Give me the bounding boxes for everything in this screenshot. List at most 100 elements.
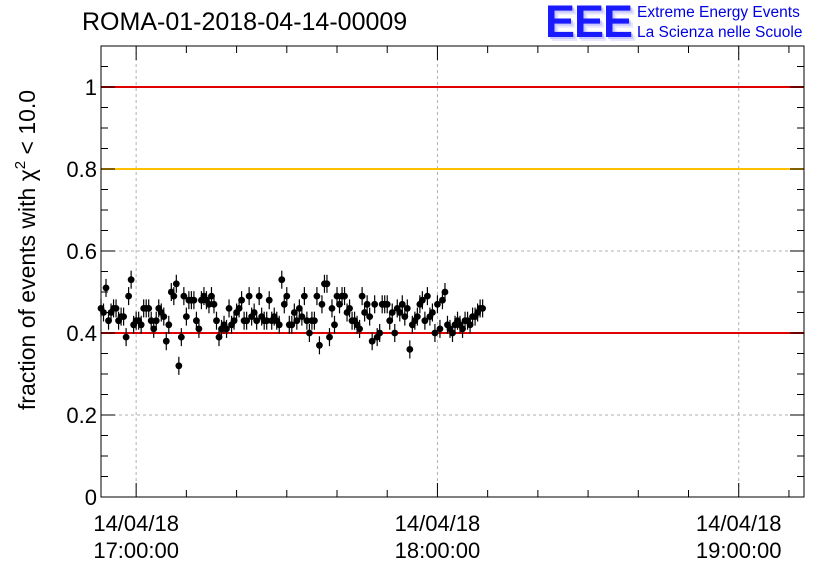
data-point	[341, 292, 348, 300]
data-point	[170, 292, 178, 300]
data-point	[361, 309, 369, 316]
data-point	[195, 325, 203, 333]
data-point	[398, 300, 406, 308]
eee-logo: EEE Extreme Energy Events La Scienza nel…	[545, 0, 830, 47]
data-point	[290, 309, 298, 316]
data-point	[328, 305, 336, 312]
y-tick-label: 1	[85, 75, 97, 100]
data-point	[418, 296, 426, 304]
data-point	[439, 296, 446, 304]
data-point	[193, 317, 200, 325]
data-point	[295, 305, 303, 312]
data-point	[112, 305, 120, 312]
data-point	[235, 305, 243, 312]
data-point	[386, 317, 394, 325]
x-tick-label-date: 14/04/18	[93, 511, 179, 536]
x-tick-label-time: 17:00:00	[93, 538, 179, 563]
data-point	[288, 321, 296, 329]
data-point	[213, 317, 220, 325]
x-tick-label-date: 14/04/18	[696, 511, 782, 536]
logo-letters: EEE	[545, 0, 633, 47]
data-point	[331, 321, 338, 329]
data-point	[316, 341, 323, 349]
data-point	[421, 317, 429, 325]
data-point	[152, 317, 160, 325]
data-point	[255, 292, 263, 300]
data-point	[333, 292, 341, 300]
data-point	[160, 313, 168, 320]
data-point	[230, 317, 238, 325]
data-point	[280, 300, 288, 308]
data-point	[293, 317, 301, 325]
data-point	[366, 313, 374, 320]
y-tick-label: 0.2	[66, 403, 97, 428]
data-point	[150, 325, 158, 333]
data-point	[429, 309, 436, 316]
data-point	[127, 276, 135, 284]
data-point	[165, 321, 173, 329]
data-point	[120, 313, 127, 320]
data-point	[401, 313, 409, 320]
data-point	[125, 292, 133, 300]
logo-text-line2: La Scienza nelle Scuole	[637, 24, 803, 41]
y-axis-title-tail: < 10.0	[14, 90, 40, 161]
data-point	[479, 305, 487, 312]
x-tick-label-date: 14/04/18	[395, 511, 481, 536]
y-tick-label: 0.4	[66, 321, 97, 346]
data-point	[466, 321, 474, 329]
data-point	[145, 305, 153, 312]
data-point	[122, 333, 130, 341]
data-point	[313, 292, 321, 300]
data-point	[449, 329, 456, 337]
plot-frame	[100, 45, 805, 498]
data-point	[223, 325, 230, 333]
data-point	[105, 317, 112, 325]
data-point	[368, 337, 376, 345]
data-point	[326, 333, 333, 341]
data-point	[147, 317, 155, 325]
data-point	[388, 309, 396, 316]
data-point	[358, 292, 366, 300]
y-tick-label: 0.6	[66, 239, 97, 264]
data-point	[190, 296, 198, 304]
data-point	[403, 305, 411, 312]
data-point	[318, 300, 326, 308]
data-point	[263, 317, 271, 325]
data-point	[434, 300, 441, 308]
data-point	[275, 321, 283, 329]
data-point	[208, 292, 215, 300]
data-point	[298, 313, 306, 320]
data-point	[346, 305, 353, 312]
y-axis-title-superscript: 2	[12, 161, 29, 169]
data-point	[436, 325, 444, 333]
data-point	[265, 296, 273, 304]
data-point	[391, 329, 399, 337]
data-point	[431, 329, 439, 337]
data-point	[137, 321, 145, 329]
data-point	[238, 296, 246, 304]
y-axis-title: fraction of events with χ2 < 10.0	[12, 90, 40, 410]
data-point	[253, 317, 261, 325]
data-point	[172, 280, 180, 288]
data-point	[175, 362, 183, 370]
y-axis-title-main: fraction of events with χ	[14, 169, 40, 410]
data-point	[406, 346, 414, 353]
data-point	[250, 309, 258, 316]
data-point	[441, 288, 449, 296]
x-tick-label-time: 18:00:00	[395, 538, 481, 563]
data-point	[215, 333, 223, 341]
data-point	[413, 313, 421, 320]
data-point	[371, 300, 379, 308]
data-point	[162, 337, 170, 345]
data-point	[210, 300, 218, 308]
x-tick-label-time: 19:00:00	[696, 538, 782, 563]
data-point	[205, 300, 213, 308]
data-point	[283, 292, 291, 300]
y-tick-label: 0.8	[66, 157, 97, 182]
data-point	[303, 317, 311, 325]
data-point	[182, 313, 190, 320]
data-point	[336, 300, 343, 308]
data-point	[300, 292, 308, 300]
data-point	[356, 325, 364, 333]
